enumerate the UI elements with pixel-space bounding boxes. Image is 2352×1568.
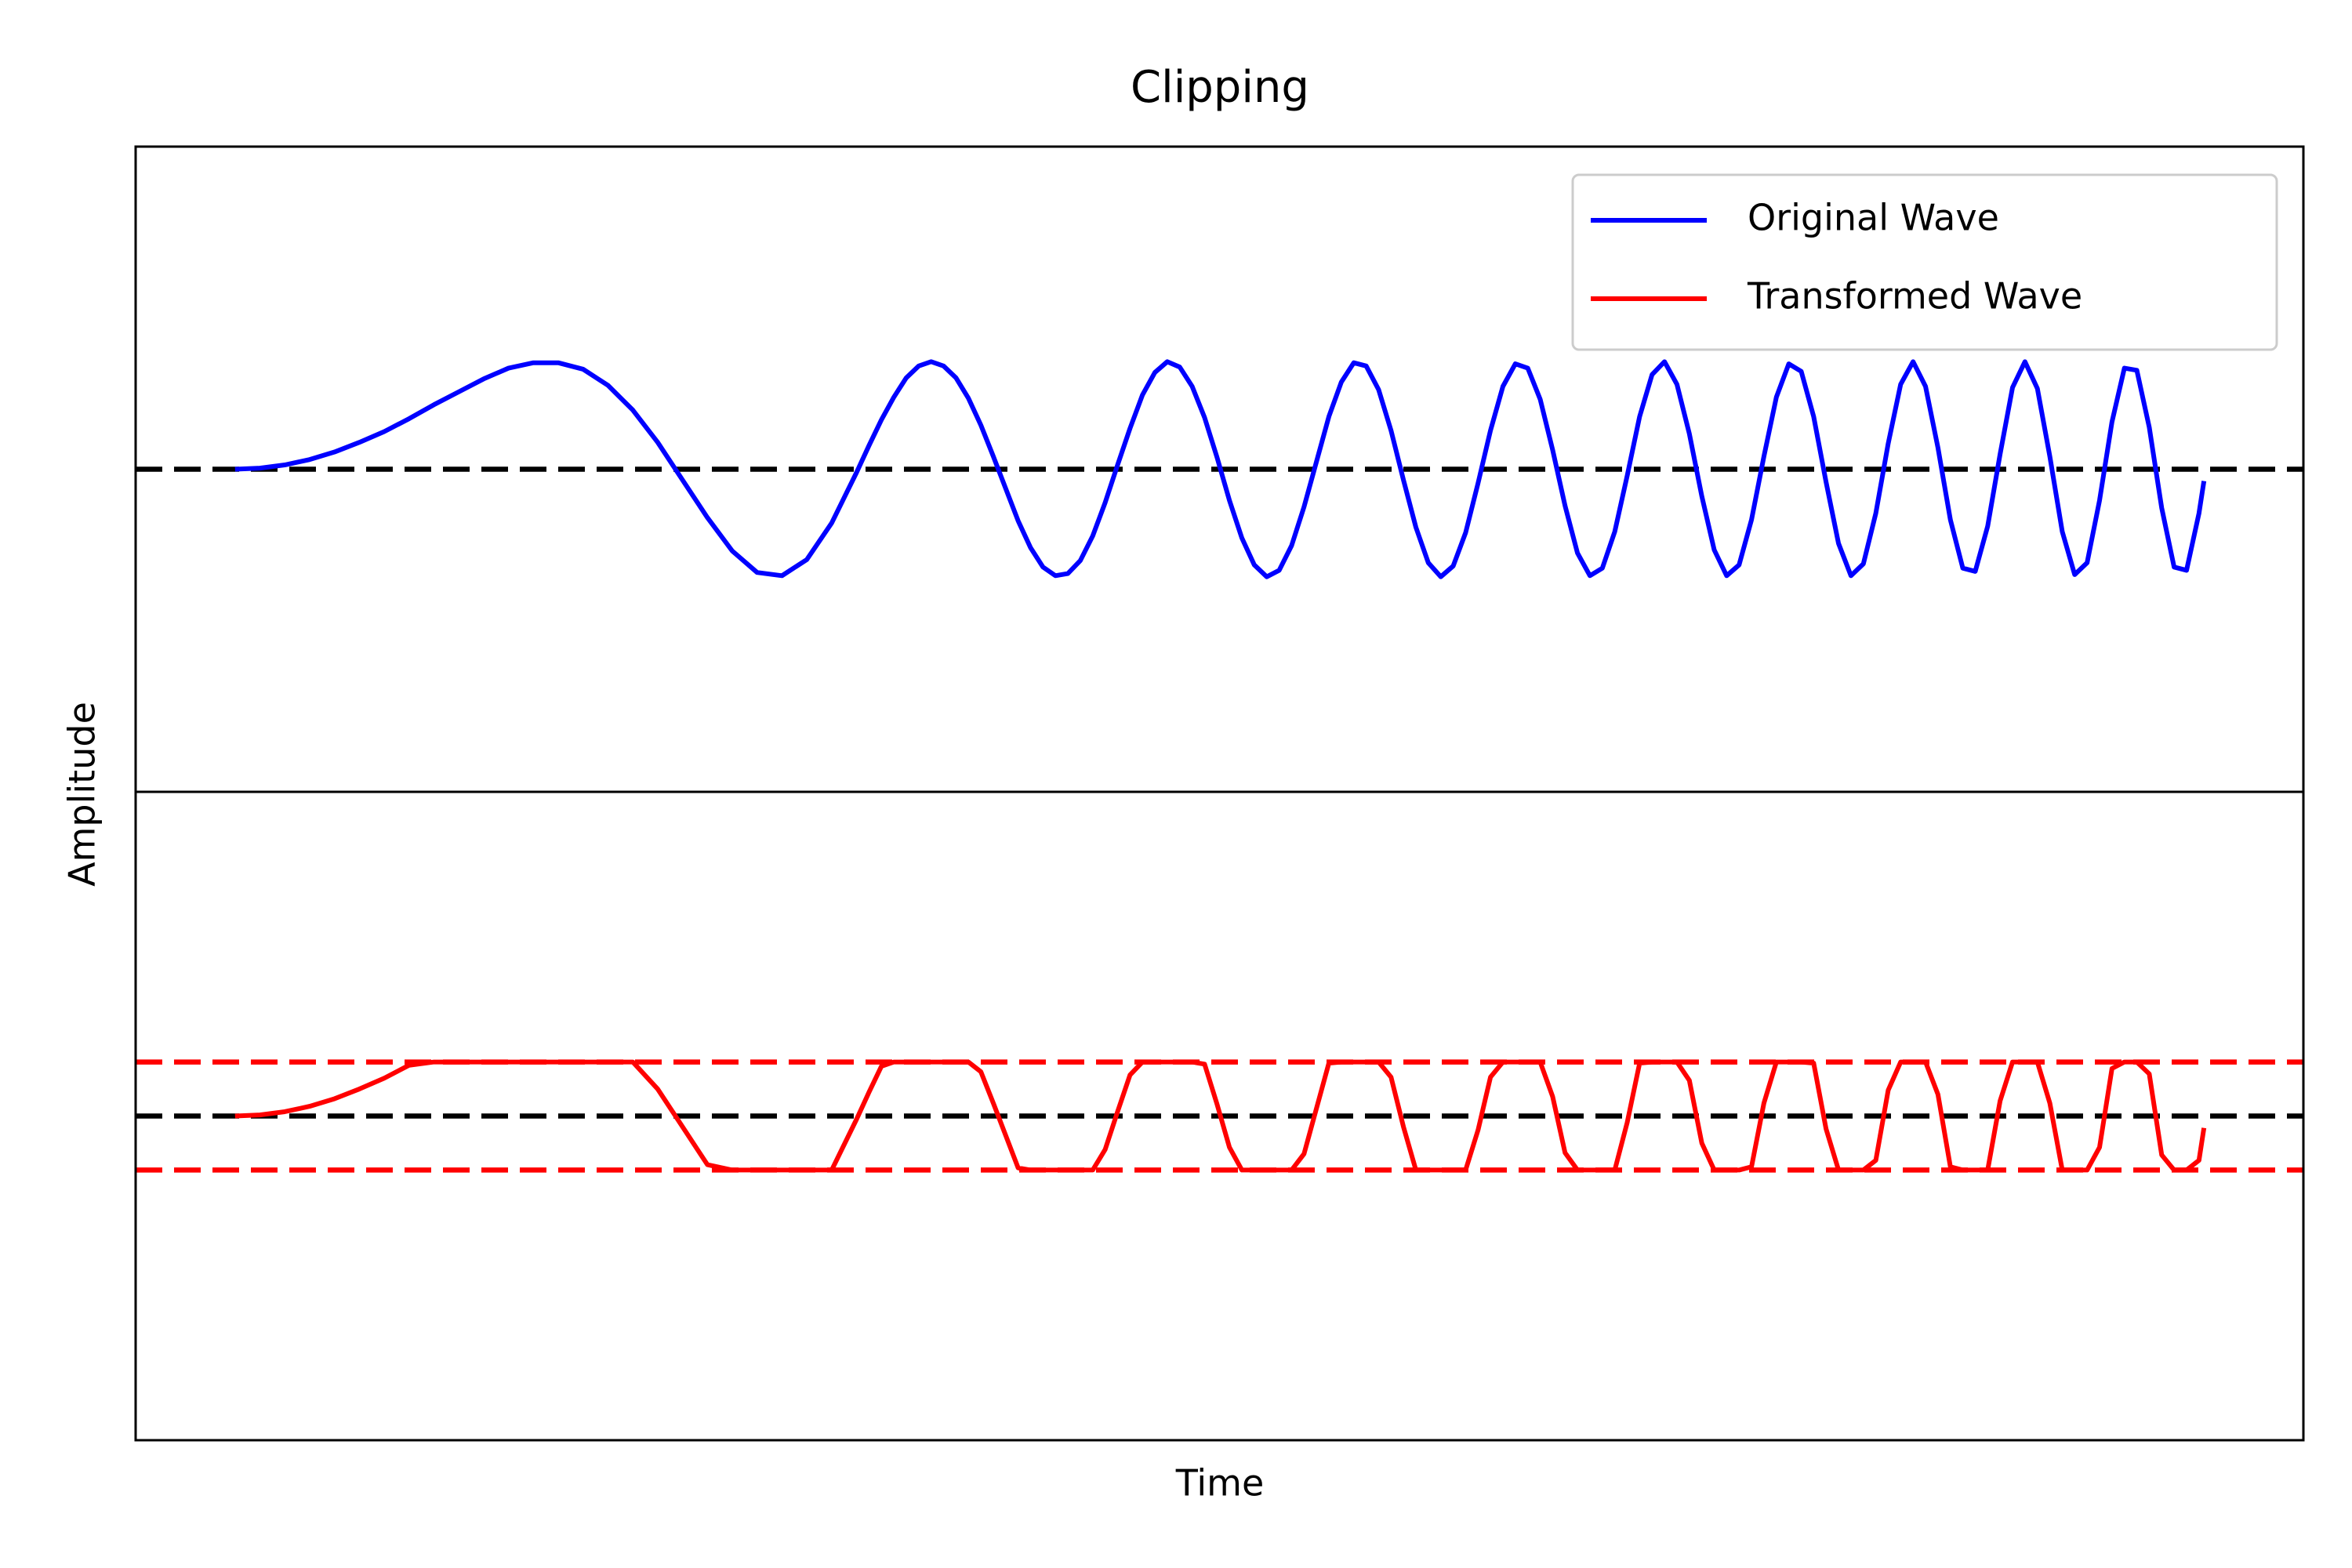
legend-label: Original Wave: [1748, 197, 1999, 239]
wave-line: [234, 1059, 2207, 1173]
panel-frame: [134, 790, 2305, 1442]
x-axis-label: Time: [1175, 1462, 1265, 1504]
plot-area: [136, 359, 2303, 579]
legend-label: Transformed Wave: [1747, 275, 2082, 318]
y-axis-label: Amplitude: [61, 702, 103, 887]
chart-title: Clipping: [1131, 62, 1309, 113]
plot-area: [136, 1059, 2303, 1173]
legend-box: [1571, 173, 2278, 351]
wave-line: [234, 359, 2207, 579]
